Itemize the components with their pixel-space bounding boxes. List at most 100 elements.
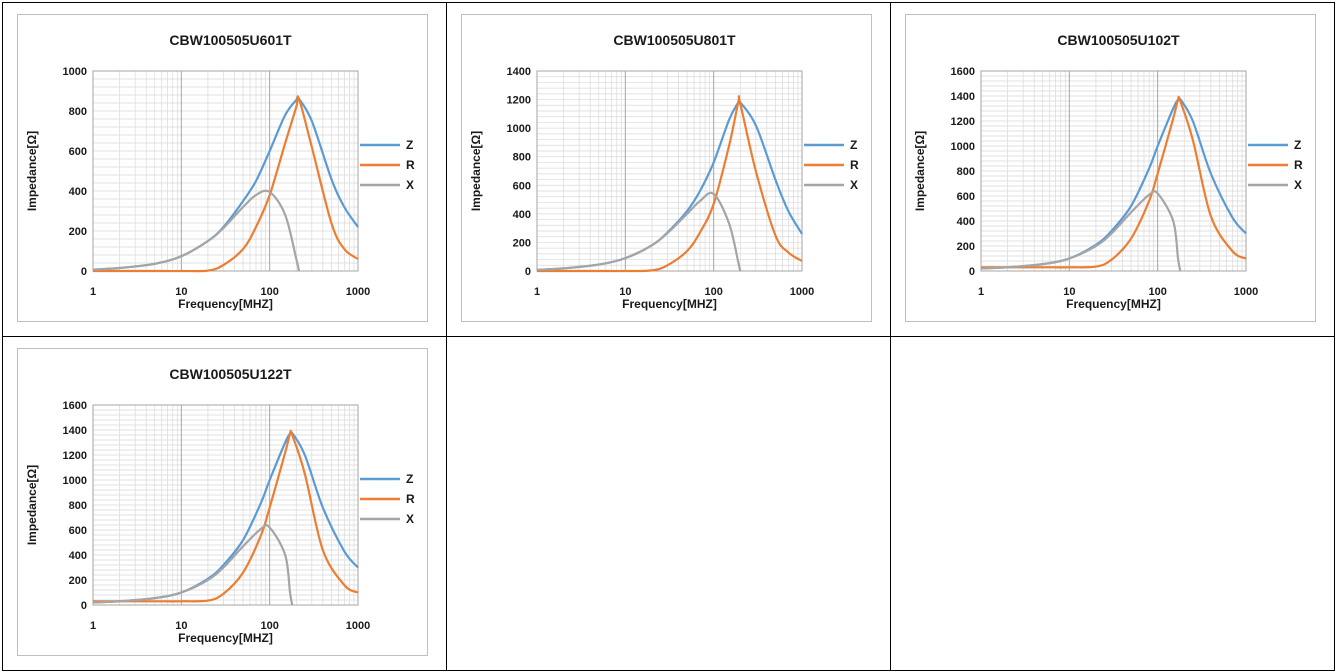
empty-table-cell xyxy=(446,336,891,671)
y-tick-label: 800 xyxy=(69,106,87,118)
chart-title: CBW100505U801T xyxy=(613,32,736,48)
legend-label-r: R xyxy=(1294,158,1303,172)
y-tick-label: 0 xyxy=(525,266,531,278)
legend-label-z: Z xyxy=(1294,138,1301,152)
x-tick-label: 1000 xyxy=(1234,286,1258,298)
y-tick-label: 0 xyxy=(81,266,87,278)
legend-label-x: X xyxy=(406,178,414,192)
x-tick-label: 1000 xyxy=(346,620,370,632)
table-cell: CBW100505U122T 0 200 400 600 800 1000 1200 1400 1… xyxy=(2,336,447,671)
series-line-z xyxy=(92,430,359,604)
x-tick-label: 100 xyxy=(260,620,278,632)
y-tick-label: 1200 xyxy=(507,95,531,107)
y-tick-label: 1600 xyxy=(63,400,87,412)
chart-panel: CBW100505U601T 0 200 400 600 800 1000 1 10 100 100… xyxy=(17,14,428,322)
legend: ZRX xyxy=(804,138,859,192)
y-tick-label: 800 xyxy=(957,166,975,178)
impedance-chart: CBW100505U601T 0 200 400 600 800 1000 1 10 100 100… xyxy=(25,32,415,311)
legend-label-z: Z xyxy=(406,138,413,152)
x-tick-label: 100 xyxy=(704,286,722,298)
y-tick-label: 1200 xyxy=(63,450,87,462)
y-tick-label: 600 xyxy=(957,191,975,203)
series-line-x xyxy=(980,190,1182,272)
y-tick-label: 400 xyxy=(69,186,87,198)
y-tick-label: 1400 xyxy=(951,91,975,103)
chart-title: CBW100505U102T xyxy=(1057,32,1180,48)
series-line-x xyxy=(92,524,294,606)
x-axis-label: Frequency[MHZ] xyxy=(178,631,273,645)
series-line-r xyxy=(92,95,359,273)
impedance-chart: CBW100505U801T 0 200 400 600 800 1000 1200 1400 1… xyxy=(469,32,859,311)
y-axis-label: Impedance[Ω] xyxy=(913,131,927,211)
y-tick-label: 0 xyxy=(81,600,87,612)
table-cell: CBW100505U801T 0 200 400 600 800 1000 1200 1400 1… xyxy=(446,2,891,337)
chart-title: CBW100505U601T xyxy=(169,32,292,48)
series-line-x xyxy=(536,191,742,272)
y-tick-label: 1200 xyxy=(951,116,975,128)
plot-area-frame xyxy=(536,70,803,272)
series-line-z xyxy=(536,98,803,271)
legend-label-x: X xyxy=(1294,178,1302,192)
legend-label-x: X xyxy=(406,512,414,526)
plot-area-frame xyxy=(980,70,1247,272)
legend-label-z: Z xyxy=(406,472,413,486)
y-tick-label: 0 xyxy=(969,266,975,278)
grid-lines xyxy=(92,404,359,606)
grid-lines xyxy=(536,70,803,272)
impedance-chart: CBW100505U122T 0 200 400 600 800 1000 1200 1400 1… xyxy=(25,366,415,645)
y-axis-label: Impedance[Ω] xyxy=(25,131,39,211)
legend-label-r: R xyxy=(406,492,415,506)
x-tick-label: 1 xyxy=(978,286,984,298)
table-cell: CBW100505U102T 0 200 400 600 800 1000 1200 1400 1… xyxy=(890,2,1335,337)
x-tick-label: 1000 xyxy=(790,286,814,298)
x-axis-label: Frequency[MHZ] xyxy=(178,297,273,311)
y-tick-label: 800 xyxy=(69,500,87,512)
plot-area-frame xyxy=(92,70,359,272)
x-axis-label: Frequency[MHZ] xyxy=(622,297,717,311)
x-tick-label: 10 xyxy=(175,620,187,632)
y-tick-label: 1400 xyxy=(507,66,531,78)
impedance-chart: CBW100505U102T 0 200 400 600 800 1000 1200 1400 1… xyxy=(913,32,1303,311)
chart-title: CBW100505U122T xyxy=(169,366,292,382)
series-line-z xyxy=(980,96,1247,270)
y-tick-label: 400 xyxy=(957,216,975,228)
y-axis-label: Impedance[Ω] xyxy=(25,465,39,545)
legend-label-x: X xyxy=(850,178,858,192)
legend: ZRX xyxy=(1248,138,1303,192)
x-tick-label: 10 xyxy=(619,286,631,298)
y-tick-label: 1000 xyxy=(951,141,975,153)
series-line-x xyxy=(92,189,301,272)
y-tick-label: 1400 xyxy=(63,425,87,437)
y-tick-label: 600 xyxy=(69,525,87,537)
y-tick-label: 600 xyxy=(513,180,531,192)
x-tick-label: 1 xyxy=(90,620,96,632)
grid-lines xyxy=(980,70,1247,272)
plot-area-frame xyxy=(92,404,359,606)
y-tick-label: 800 xyxy=(513,152,531,164)
y-tick-label: 1000 xyxy=(63,475,87,487)
x-tick-label: 100 xyxy=(1148,286,1166,298)
y-tick-label: 600 xyxy=(69,146,87,158)
y-axis-label: Impedance[Ω] xyxy=(469,131,483,211)
y-tick-label: 200 xyxy=(69,575,87,587)
y-tick-label: 1600 xyxy=(951,66,975,78)
chart-panel: CBW100505U122T 0 200 400 600 800 1000 1200 1400 1… xyxy=(17,348,428,656)
y-tick-label: 400 xyxy=(69,550,87,562)
legend: ZRX xyxy=(360,472,415,526)
empty-table-cell xyxy=(890,336,1335,671)
chart-panel: CBW100505U801T 0 200 400 600 800 1000 1200 1400 1… xyxy=(461,14,872,322)
series-line-r xyxy=(536,95,803,273)
y-tick-label: 1000 xyxy=(63,66,87,78)
legend-label-z: Z xyxy=(850,138,857,152)
x-tick-label: 100 xyxy=(260,286,278,298)
y-tick-label: 400 xyxy=(513,209,531,221)
legend: ZRX xyxy=(360,138,415,192)
y-tick-label: 200 xyxy=(69,226,87,238)
x-tick-label: 1000 xyxy=(346,286,370,298)
x-tick-label: 1 xyxy=(90,286,96,298)
chart-panel: CBW100505U102T 0 200 400 600 800 1000 1200 1400 1… xyxy=(905,14,1316,322)
series-line-r xyxy=(93,429,359,603)
x-tick-label: 10 xyxy=(175,286,187,298)
x-tick-label: 10 xyxy=(1063,286,1075,298)
